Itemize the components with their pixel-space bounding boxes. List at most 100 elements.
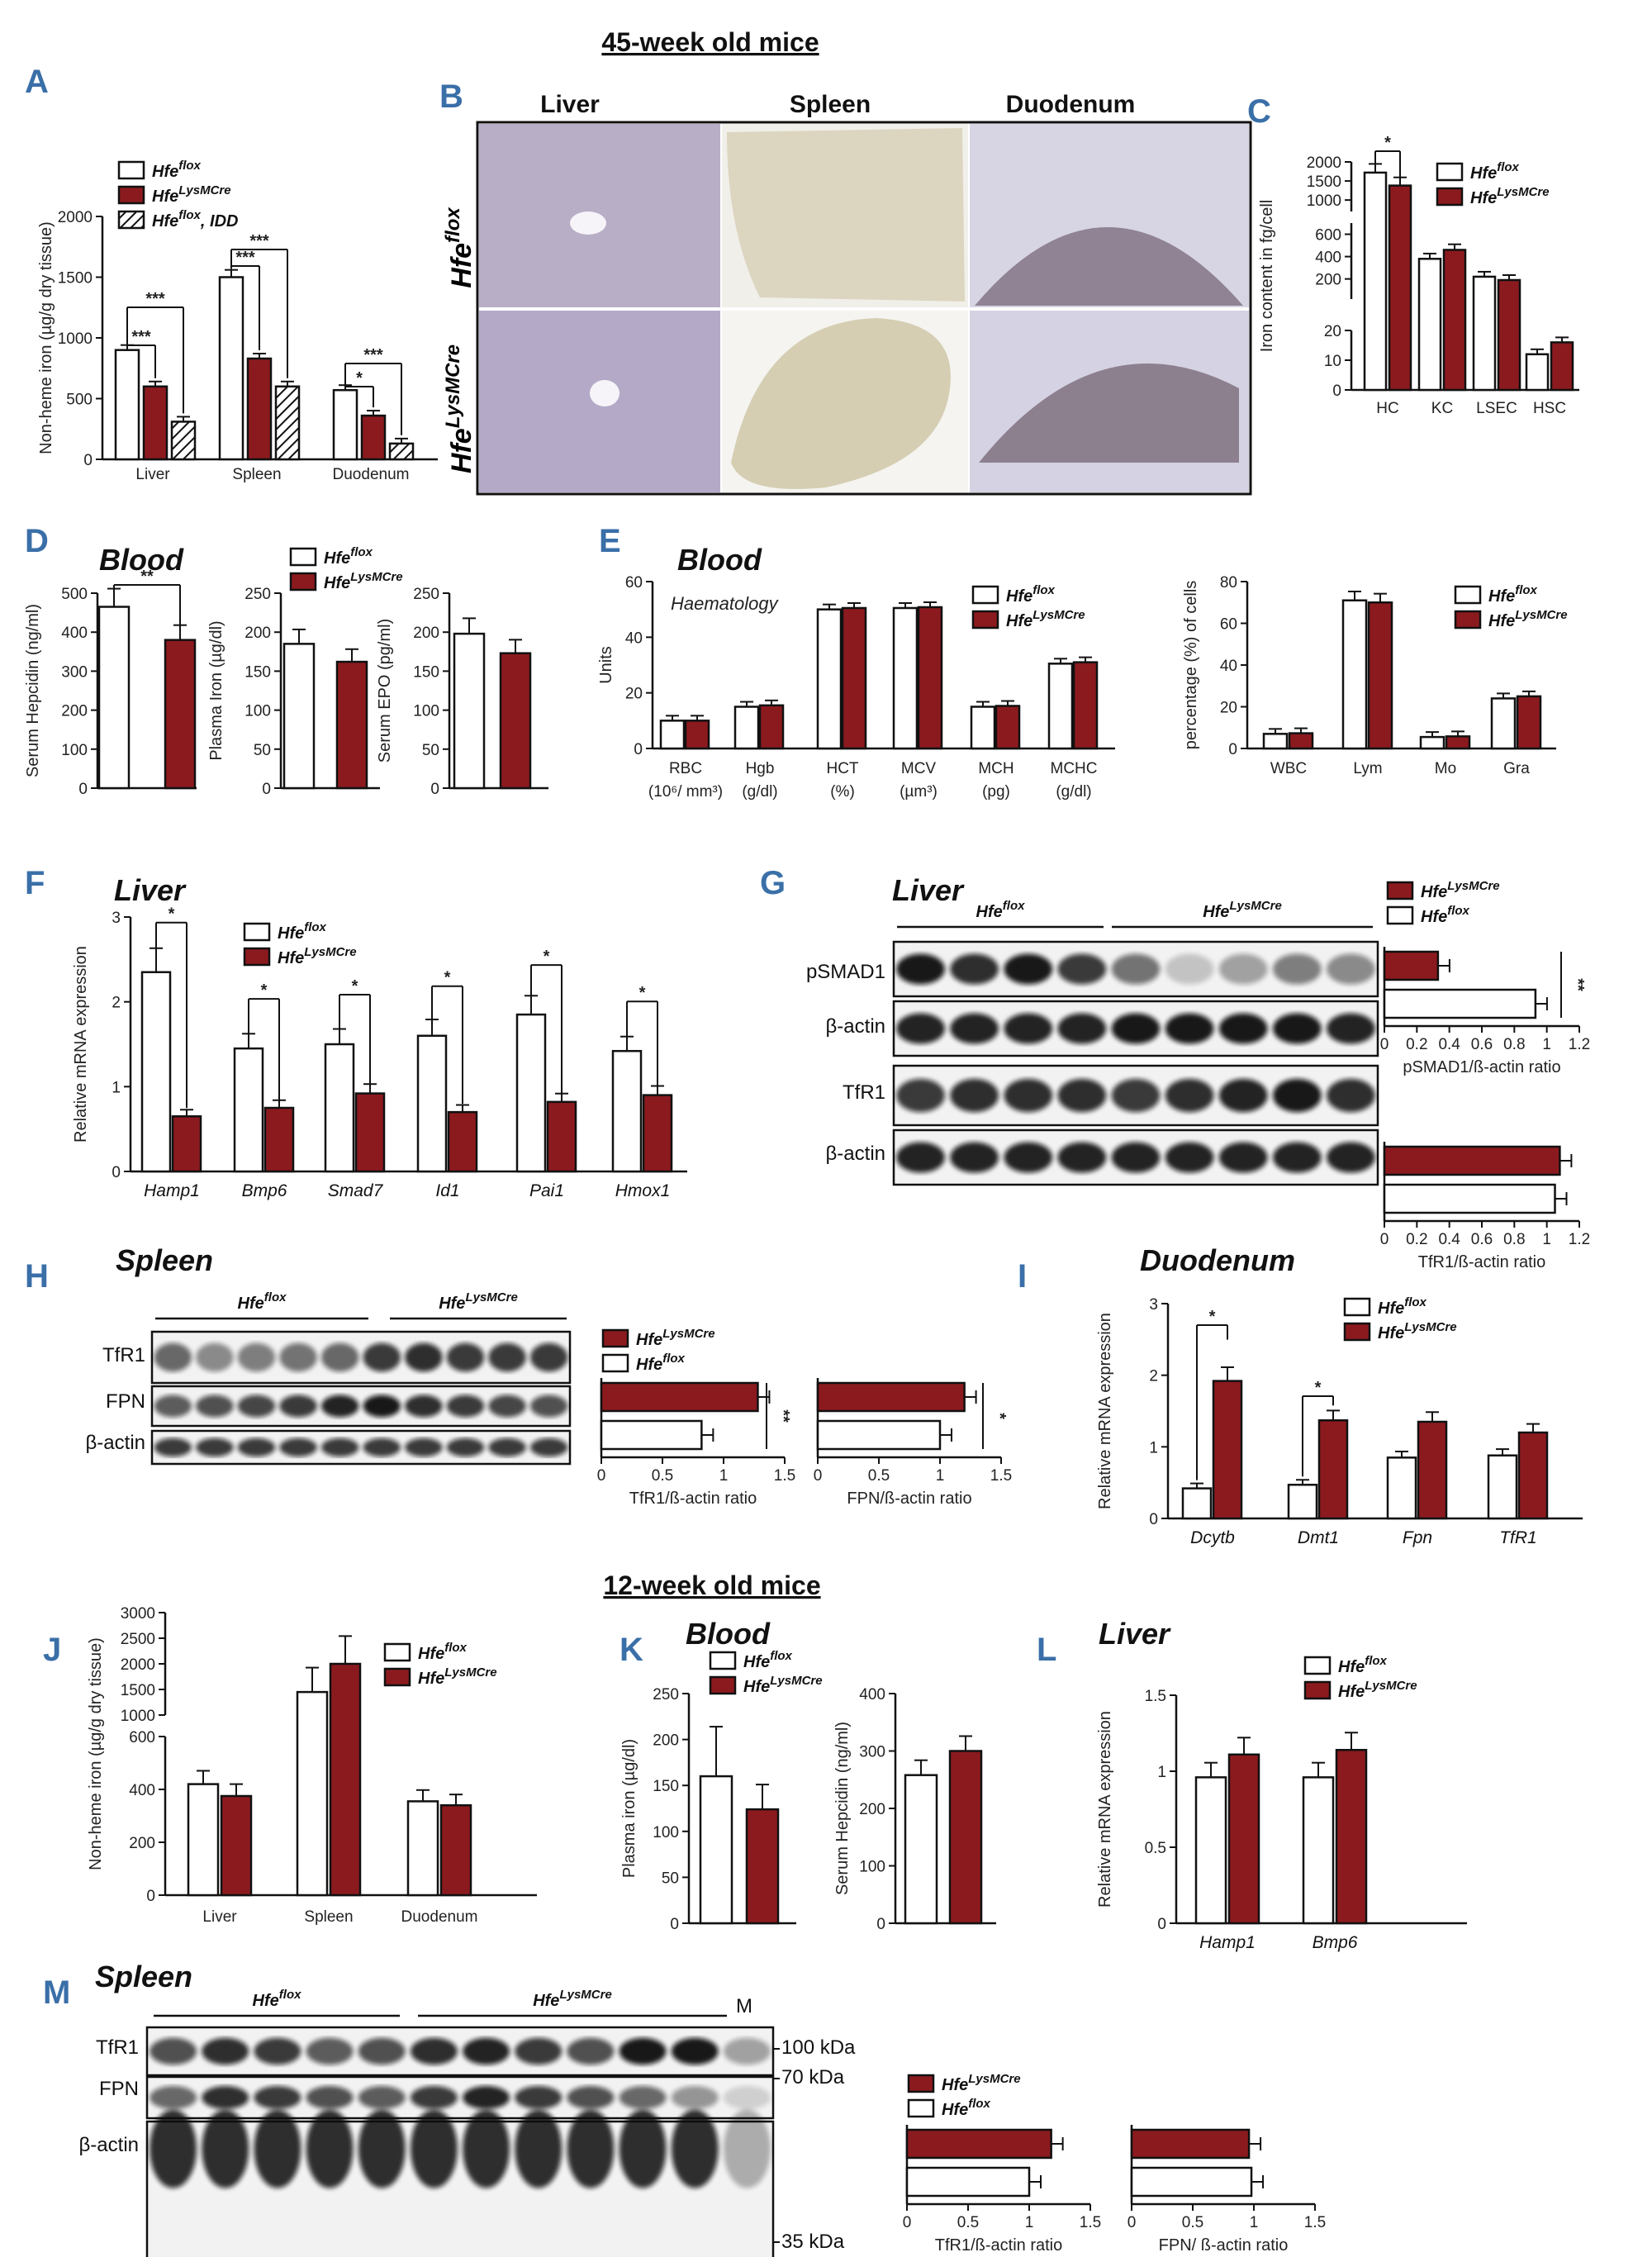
blot-band-M-fpn-2 [254,2086,301,2109]
hbar-tick-label-G2-0.6: 0.6 [1471,1231,1493,1248]
legend-sup-L-1: LysMCre [1365,1679,1417,1693]
bar-F-2-1 [354,1092,386,1173]
legend-sup-J-0: flox [444,1641,467,1655]
y-tick-label-K2-400: 400 [859,1686,885,1703]
y-tick-label-K1-100: 100 [653,1824,679,1841]
hbar-tick-label-G2-0: 0 [1380,1231,1389,1248]
hbar-tick-label-G2-0.8: 0.8 [1503,1231,1525,1248]
y-tick-label-D2-50: 50 [254,742,271,759]
x-label-E1-0: RBC [669,760,702,777]
wb-m-kda-35: 35 kDa [781,2231,845,2253]
y-tick-label-J-2000: 2000 [121,1656,155,1674]
y-tick-label-J-600: 600 [129,1729,155,1746]
x-label-L-1: Bmp6 [1313,1933,1358,1952]
bar-E1-1-1 [758,704,785,750]
legend-label-G-0: HfeLysMCre [1421,879,1500,901]
x-label-J-2: Duodenum [401,1908,478,1926]
blot-band-H-actin-6 [405,1437,443,1457]
y-axis-label-I: Relative mRNA expression [1096,1313,1114,1509]
bar-K1-0 [699,1775,733,1925]
blot-band-G-actin1-8 [1327,1013,1375,1044]
blot-band-M-tfr1-1 [202,2037,249,2065]
bar-A-2-0 [332,388,358,461]
y-tick-label-D2-150: 150 [244,663,271,681]
panel-h-title: Spleen [116,1243,213,1277]
y-tick-label-C-20: 20 [1324,323,1341,340]
y-tick-label-D2-200: 200 [244,625,271,642]
y-axis-label-D3: Serum EPO (pg/ml) [376,619,394,763]
y-tick-label-L-1: 1 [1157,1764,1166,1781]
panel-e-title: Blood [677,543,762,577]
hbar-tick-label-G1-0: 0 [1380,1036,1389,1053]
legend-sup-I-0: flox [1404,1295,1427,1309]
legend-label-I-1: HfeLysMCre [1378,1320,1457,1342]
bar-E2-1-1 [1367,601,1393,750]
sig-A1: *** [145,290,165,308]
legend-sup-G-1: flox [1447,904,1469,918]
blot-band-H-fpn-0 [154,1395,192,1418]
bar-E1-1-0 [733,706,760,750]
legend-label-M-0: HfeLysMCre [942,2072,1021,2094]
hbar-H2-0 [816,1381,966,1413]
blot-band-G-actin1-6 [1218,1013,1268,1044]
blot-band-M-fpn-7 [515,2086,563,2109]
y-tick-label-J-2500: 2500 [121,1631,155,1648]
y-axis-label-F: Relative mRNA expression [72,946,90,1143]
blot-band-M-tfr1-10 [671,2037,719,2065]
legend-label-F-0: Hfeflox [278,920,327,943]
y-tick-label-E1-0: 0 [634,741,643,758]
y-axis-label-D2: Plasma Iron (µg/dl) [207,620,225,760]
hbar-tick-label-M2-1: 1 [1250,2214,1259,2231]
legend-label-F-1: HfeLysMCre [278,945,357,967]
bar-E2-1-0 [1341,599,1368,750]
bar-E1-3-1 [917,606,943,750]
blot-band-H-fpn-7 [446,1395,485,1418]
bar-J-1-0 [296,1690,329,1897]
legend-label-J-1: HfeLysMCre [418,1665,497,1688]
x-label-F-4: Pai1 [529,1181,564,1200]
x-label-E1-5: MCHC [1051,760,1098,777]
y-tick-label-K1-150: 150 [653,1778,679,1795]
blot-band-M-fpn-4 [358,2086,406,2109]
bar-F-2-0 [324,1043,355,1173]
legend-sup-A-2: flox [178,208,201,222]
x-label-F-5: Hmox1 [615,1181,671,1200]
bar-E2-3-1 [1516,695,1542,750]
blot-band-H-tfr1-7 [446,1342,485,1372]
y-tick-label-I-1: 1 [1149,1439,1158,1456]
hbar-tick-label-M1-1: 1 [1025,2214,1034,2231]
histology-spleen-cre-tissue [731,318,951,489]
bar-F-1-0 [233,1047,264,1173]
legend-swatch-M-0 [907,2074,935,2093]
wb-g-label-actin-1: β-actin [826,1015,886,1038]
blot-band-H-actin-3 [279,1437,317,1457]
legend-label-E2-1: HfeLysMCre [1488,608,1568,630]
bar-I-2-0 [1386,1456,1417,1520]
blot-band-H-fpn-6 [405,1395,443,1418]
legend-gene-E1-0: Hfe [1006,587,1032,606]
hbar-tick-label-G2-0.4: 0.4 [1438,1231,1460,1248]
panel-k-title: Blood [686,1617,771,1651]
blot-band-M-actin-6 [463,2109,510,2188]
legend-gene-G-0: Hfe [1421,883,1447,901]
sig-F2: * [352,977,358,995]
blot-band-M-fpn-8 [567,2086,615,2109]
panel-e-subtitle: Haematology [671,593,780,614]
legend-label-D-1: HfeLysMCre [324,570,403,592]
y-tick-label-E2-80: 80 [1220,574,1237,592]
blot-band-M-fpn-0 [150,2086,197,2109]
legend-sup-K-0: flox [770,1649,792,1663]
blot-band-H-actin-7 [446,1437,485,1457]
blot-band-G-actin1-1 [950,1013,999,1044]
wb-g-label-psmad1: pSMAD1 [806,961,885,983]
panel-label-h: H [25,1258,49,1295]
hbar-H2-1 [816,1419,942,1451]
bar-K1-1 [745,1808,780,1925]
blot-band-M-fpn-10 [671,2086,719,2109]
y-tick-label-D3-50: 50 [422,742,439,759]
hbar-tick-label-M1-1.5: 1.5 [1080,2214,1101,2231]
bar-D3-1 [499,652,532,790]
y-tick-label-C-400: 400 [1315,249,1341,267]
bar-A-2-2 [388,442,415,461]
bar-E2-3-0 [1490,697,1517,750]
